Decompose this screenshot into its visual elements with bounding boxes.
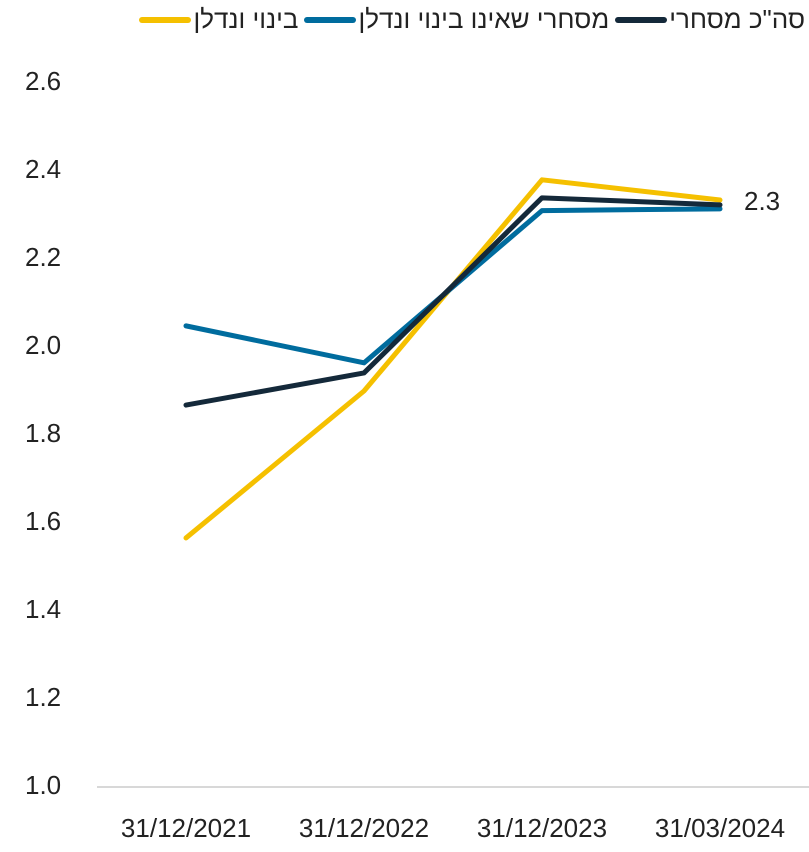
legend-item: סה"כ מסחרי xyxy=(615,4,805,35)
series-line xyxy=(183,177,723,541)
y-tick-label: 1.2 xyxy=(25,682,61,712)
legend-swatch xyxy=(304,16,357,23)
y-tick-label: 2.4 xyxy=(25,154,61,184)
legend-label: סה"כ מסחרי xyxy=(669,4,805,34)
legend-swatch xyxy=(615,16,668,23)
y-tick-label: 1.4 xyxy=(25,594,61,624)
legend: סה"כ מסחרי מסחרי שאינו בינוי ונדלן בינוי ו… xyxy=(139,4,805,35)
x-tick-label: 31/12/2022 xyxy=(299,813,429,843)
y-tick-label: 2.2 xyxy=(25,242,61,272)
legend-swatch xyxy=(139,16,192,23)
legend-label: בינוי ונדלן xyxy=(193,4,299,34)
x-tick-label: 31/12/2021 xyxy=(121,813,251,843)
y-tick-label: 1.6 xyxy=(25,506,61,536)
x-tick-label: 31/03/2024 xyxy=(655,813,785,843)
data-label: 2.3 xyxy=(744,186,780,216)
legend-label: מסחרי שאינו בינוי ונדלן xyxy=(358,4,610,34)
y-tick-label: 2.6 xyxy=(25,66,61,96)
legend-item: בינוי ונדלן xyxy=(139,4,298,35)
y-tick-label: 1.8 xyxy=(25,418,61,448)
y-tick-label: 2.0 xyxy=(25,330,61,360)
y-tick-label: 1.0 xyxy=(25,770,61,800)
series-line xyxy=(183,195,723,408)
legend-item: מסחרי שאינו בינוי ונדלן xyxy=(304,4,609,35)
x-tick-label: 31/12/2023 xyxy=(477,813,607,843)
